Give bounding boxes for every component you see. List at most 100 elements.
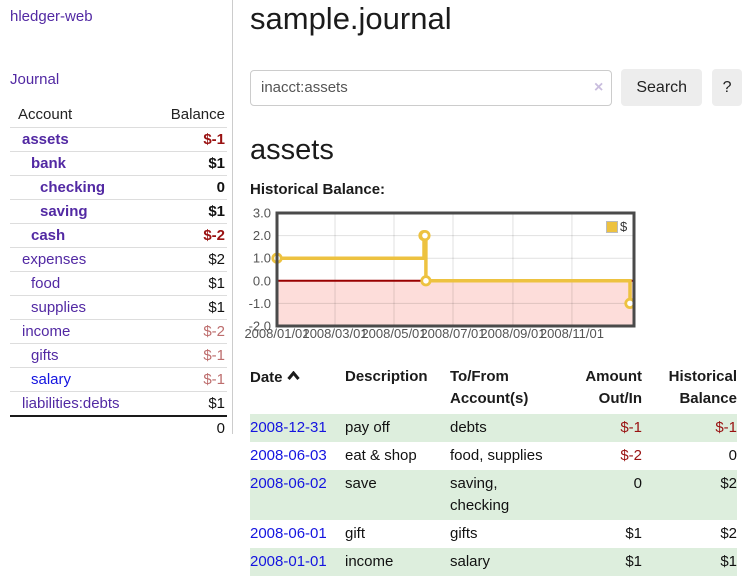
- transaction-amount: $-2: [620, 447, 642, 464]
- register-table: Date Description To/From Account(s) Amou…: [250, 364, 737, 576]
- register-row: 2008-06-01 gift gifts $1 $2: [250, 520, 737, 548]
- search-button[interactable]: Search: [621, 69, 703, 106]
- account-balance: 0: [146, 175, 227, 200]
- transaction-accounts: food, supplies: [450, 447, 543, 464]
- transaction-balance: 0: [728, 447, 737, 464]
- y-axis-tick-label: -1.0: [249, 296, 271, 311]
- x-axis-tick-label: 2008/03/01: [302, 326, 367, 341]
- register-row: 2008-06-03 eat & shop food, supplies $-2 0: [250, 442, 737, 470]
- x-axis-tick-label: 2008/11/01: [540, 326, 604, 341]
- account-link[interactable]: gifts: [31, 347, 59, 364]
- account-balance: $1: [146, 295, 227, 320]
- accounts-column-header: To/From Account(s): [450, 368, 529, 407]
- account-link[interactable]: assets: [22, 131, 69, 148]
- search-input[interactable]: [250, 69, 613, 106]
- account-balance: $-2: [146, 319, 227, 344]
- account-balance: $1: [146, 391, 227, 417]
- transaction-description: save: [345, 475, 377, 492]
- transaction-date-link[interactable]: 2008-06-01: [250, 525, 327, 542]
- account-balance: $-2: [146, 223, 227, 248]
- account-link[interactable]: income: [22, 323, 71, 340]
- negative-region: [277, 280, 634, 326]
- sidebar: hledger-web Journal Account Balance asse…: [10, 0, 227, 440]
- transaction-balance: $-1: [715, 419, 737, 436]
- chevron-up-icon: [286, 366, 300, 388]
- search-bar: × Search ?: [250, 69, 742, 106]
- chart-canvas: $3.0 2.0 1.0 0.0 -1.0 -2.02008/01/012008/03/0…: [244, 206, 636, 341]
- account-balance: $1: [146, 151, 227, 176]
- transaction-date-link[interactable]: 2008-01-01: [250, 553, 327, 570]
- balance-column-header-main: Historical Balance: [668, 368, 737, 407]
- y-axis-tick-label: 0.0: [253, 273, 271, 288]
- transaction-amount: $-1: [620, 419, 642, 436]
- account-row: checking 0: [10, 175, 227, 200]
- account-link[interactable]: cash: [31, 227, 66, 244]
- help-button[interactable]: ?: [712, 69, 742, 106]
- account-row: saving $1: [10, 199, 227, 224]
- account-link[interactable]: expenses: [22, 251, 87, 268]
- balance-column-header: Balance: [146, 104, 227, 128]
- main-content: sample.journal × Search ? assets Histori…: [244, 0, 742, 576]
- transaction-accounts: debts: [450, 419, 487, 436]
- account-link[interactable]: food: [31, 275, 61, 292]
- transaction-accounts: salary: [450, 553, 491, 570]
- page-title: sample.journal: [250, 1, 452, 36]
- x-axis-tick-label: 2008/09/01: [480, 326, 545, 341]
- transaction-date-link[interactable]: 2008-12-31: [250, 419, 327, 436]
- x-axis-tick-label: 2008/07/01: [420, 326, 485, 341]
- sidebar-item-journal[interactable]: Journal: [10, 71, 60, 88]
- transaction-balance: $2: [720, 475, 737, 492]
- account-link[interactable]: salary: [31, 371, 72, 388]
- y-axis-tick-label: 3.0: [253, 206, 271, 221]
- search-input-wrap: ×: [250, 69, 613, 106]
- account-row: food $1: [10, 271, 227, 296]
- account-balance: $1: [146, 199, 227, 224]
- account-heading: assets: [250, 134, 334, 166]
- clear-search-icon[interactable]: ×: [594, 78, 604, 96]
- x-axis-tick-label: 2008/01/01: [244, 326, 309, 341]
- account-link[interactable]: saving: [40, 203, 88, 220]
- account-row: supplies $1: [10, 295, 227, 320]
- accounts-total-value: 0: [216, 420, 225, 437]
- transaction-accounts: saving, checking: [450, 475, 510, 514]
- accounts-balance-table: Account Balance assets $-1 bank $1 checking 0…: [10, 104, 227, 440]
- account-row: salary $-1: [10, 367, 227, 392]
- date-column-header[interactable]: Date: [250, 364, 345, 414]
- account-link[interactable]: checking: [40, 179, 106, 196]
- app-brand-link[interactable]: hledger-web: [10, 8, 93, 25]
- account-row: expenses $2: [10, 247, 227, 272]
- sidebar-divider: [232, 0, 233, 434]
- transaction-description: gift: [345, 525, 366, 542]
- account-row: assets $-1: [10, 127, 227, 152]
- account-balance: $-1: [146, 343, 227, 368]
- account-balance: $1: [146, 271, 227, 296]
- transaction-date-link[interactable]: 2008-06-02: [250, 475, 327, 492]
- account-balance: $2: [146, 247, 227, 272]
- transaction-accounts: gifts: [450, 525, 478, 542]
- account-link[interactable]: liabilities:debts: [22, 395, 120, 412]
- plot-border: [275, 211, 636, 328]
- register-row: 2008-01-01 income salary $1 $1: [250, 548, 737, 576]
- y-axis-tick-label: 1.0: [253, 251, 271, 266]
- legend-swatch: [606, 221, 618, 233]
- account-link[interactable]: supplies: [31, 299, 87, 316]
- transaction-amount: $1: [625, 525, 642, 542]
- account-balance: $-1: [146, 127, 227, 152]
- account-link[interactable]: bank: [31, 155, 67, 172]
- transaction-description: income: [345, 553, 394, 570]
- chart-title: Historical Balance:: [250, 181, 386, 198]
- y-axis-tick-label: -2.0: [249, 319, 271, 334]
- register-row: 2008-06-02 save saving, checking 0 $2: [250, 470, 737, 520]
- accounts-total-row: 0: [10, 416, 227, 440]
- register-row: 2008-12-31 pay off debts $-1 $-1: [250, 414, 737, 442]
- transaction-balance: $2: [720, 525, 737, 542]
- x-axis-tick-label: 2008/05/01: [361, 326, 426, 341]
- data-point-marker: [420, 275, 432, 287]
- data-point-marker: [419, 230, 431, 242]
- transaction-date-link[interactable]: 2008-06-03: [250, 447, 327, 464]
- account-row: cash $-2: [10, 223, 227, 248]
- account-row: bank $1: [10, 151, 227, 176]
- legend-label: $: [620, 219, 628, 234]
- transaction-description: pay off: [345, 419, 390, 436]
- account-column-header: Account: [10, 104, 147, 128]
